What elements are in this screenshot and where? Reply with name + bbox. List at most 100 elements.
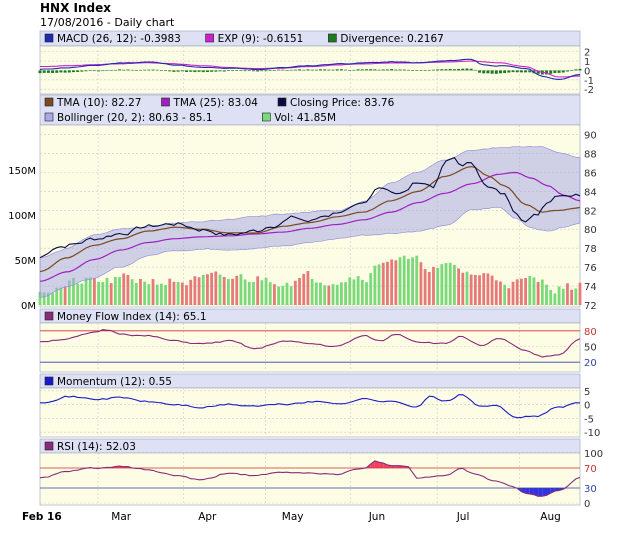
volume-bar — [218, 274, 222, 305]
volume-bar — [139, 279, 142, 305]
volume-bar — [511, 281, 515, 305]
divergence-bar — [423, 70, 427, 71]
volume-bar — [84, 277, 88, 305]
divergence-bar — [289, 69, 293, 71]
volume-bar — [42, 292, 46, 305]
price-y-tick-label: 76 — [584, 263, 597, 274]
volume-bar — [67, 280, 71, 305]
volume-tick-label: 50M — [15, 256, 36, 267]
volume-bar — [147, 284, 151, 305]
divergence-bar — [482, 70, 486, 74]
divergence-bar — [134, 69, 138, 71]
volume-bar — [226, 279, 230, 305]
rsi-overbought-fill — [370, 460, 375, 468]
volume-bar — [411, 257, 414, 305]
macd-legend-swatch — [328, 33, 337, 43]
volume-bar — [289, 286, 293, 305]
volume-bar — [252, 282, 255, 305]
price-y-tick-label: 84 — [584, 187, 597, 198]
panel-macd: 210-1-2 MACD (26, 12): -0.3983 EXP (9): -0… — [38, 30, 594, 96]
macd-y-tick-label: 2 — [584, 48, 590, 59]
divergence-bar — [126, 69, 130, 71]
divergence-bar — [164, 70, 168, 72]
volume-bar — [268, 282, 272, 305]
rsi-oversold-fill — [550, 488, 555, 494]
divergence-bar — [243, 70, 247, 72]
volume-bar — [461, 272, 465, 305]
divergence-bar — [306, 69, 310, 71]
volume-bar — [206, 274, 209, 305]
divergence-bar — [235, 70, 239, 72]
volume-bar — [390, 259, 394, 305]
divergence-bar — [473, 69, 477, 71]
volume-bar — [201, 274, 205, 305]
volume-bar — [197, 277, 201, 305]
volume-bar — [448, 262, 452, 305]
divergence-bar — [352, 69, 356, 71]
divergence-bar — [55, 70, 59, 73]
divergence-bar — [448, 68, 452, 71]
divergence-bar — [239, 70, 243, 72]
volume-bar — [235, 275, 239, 305]
divergence-bar — [440, 69, 444, 71]
divergence-bar — [490, 70, 494, 74]
divergence-bar — [138, 69, 142, 71]
volume-bar — [256, 276, 260, 305]
volume-bar — [402, 255, 406, 305]
volume-bar — [176, 281, 180, 305]
volume-bar — [189, 279, 193, 305]
volume-bar — [444, 263, 448, 305]
volume-bar — [377, 264, 381, 305]
divergence-bar — [159, 70, 163, 71]
volume-bar — [143, 281, 147, 305]
volume-bar — [118, 277, 121, 305]
price-legend-swatch — [277, 97, 287, 107]
divergence-bar — [151, 69, 155, 71]
divergence-bar — [189, 70, 193, 72]
volume-bar — [310, 278, 314, 305]
volume-bar — [453, 265, 456, 305]
volume-bar — [494, 280, 498, 305]
rsi-oversold-fill — [542, 488, 547, 497]
divergence-bar — [226, 70, 230, 72]
volume-bar — [55, 287, 59, 305]
divergence-bar — [193, 70, 197, 73]
volume-bar — [159, 283, 163, 305]
price-y-tick-label: 78 — [584, 244, 597, 255]
divergence-bar — [293, 69, 297, 71]
volume-bar — [373, 265, 377, 305]
x-tick-label: Jul — [456, 511, 470, 523]
divergence-bar — [519, 70, 523, 73]
volume-bar — [277, 286, 281, 305]
divergence-bar — [285, 70, 289, 71]
rsi-oversold-fill — [521, 488, 526, 494]
volume-bar — [335, 284, 339, 305]
volume-bar — [306, 271, 310, 305]
divergence-bar — [260, 70, 264, 72]
rsi-y-tick-label: 70 — [584, 464, 597, 475]
divergence-bar — [528, 70, 532, 73]
volume-bar — [394, 260, 398, 305]
divergence-bar — [180, 70, 184, 72]
divergence-bar — [507, 70, 511, 73]
price-y-tick-label: 72 — [584, 301, 597, 312]
volume-bar — [566, 283, 569, 305]
mfi-plot-area — [39, 322, 581, 373]
volume-bar — [532, 277, 536, 305]
volume-bar — [507, 288, 511, 305]
momentum-y-tick-label: -10 — [584, 428, 600, 439]
volume-bar — [549, 290, 553, 305]
volume-bar — [180, 282, 184, 305]
divergence-bar — [444, 69, 448, 71]
divergence-bar — [46, 70, 50, 73]
divergence-bar — [478, 70, 482, 73]
x-tick-label: Aug — [540, 511, 561, 523]
divergence-bar — [578, 68, 582, 71]
volume-bar — [46, 292, 50, 305]
divergence-bar — [222, 70, 226, 72]
macd-plot-area — [39, 45, 581, 95]
mfi-legend-swatch — [44, 311, 54, 321]
divergence-bar — [561, 70, 565, 73]
volume-bar — [222, 276, 226, 305]
price-y-tick-label: 82 — [584, 206, 597, 217]
